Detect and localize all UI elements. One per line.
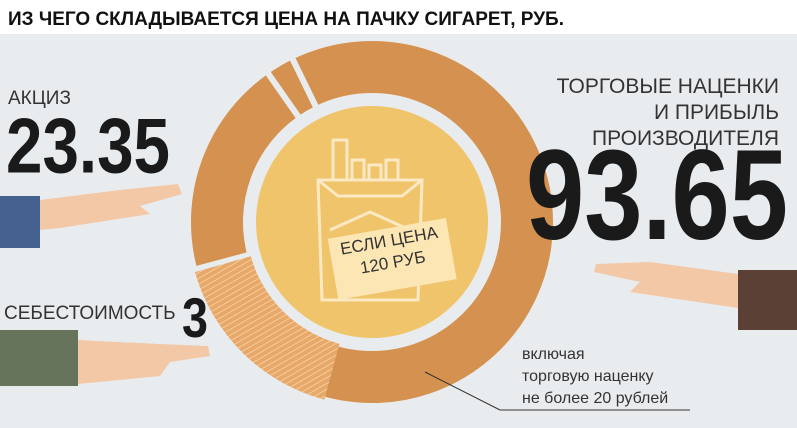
price-tag [327,218,457,300]
pack-icon [316,138,424,302]
category-label: АКЦИЗ [8,88,71,109]
value-label: 93.65 [526,124,788,267]
value-label: 3 [182,286,208,349]
annotation: включая торговую наценку не более 20 руб… [522,346,669,407]
value-label: 23.35 [6,102,170,190]
center-circle [256,106,488,338]
title-bar [0,0,797,34]
chart-title: ИЗ ЧЕГО СКЛАДЫВАЕТСЯ ЦЕНА НА ПАЧКУ СИГАР… [8,9,564,30]
annotation-line [424,371,501,411]
category-label: ТОРГОВЫЕ НАЦЕНКИ И ПРИБЫЛЬ ПРОИЗВОДИТЕЛЯ [556,75,779,150]
hands [0,184,797,386]
highlight-arc [194,256,340,400]
category-label: СЕБЕСТОИМОСТЬ [4,303,176,324]
